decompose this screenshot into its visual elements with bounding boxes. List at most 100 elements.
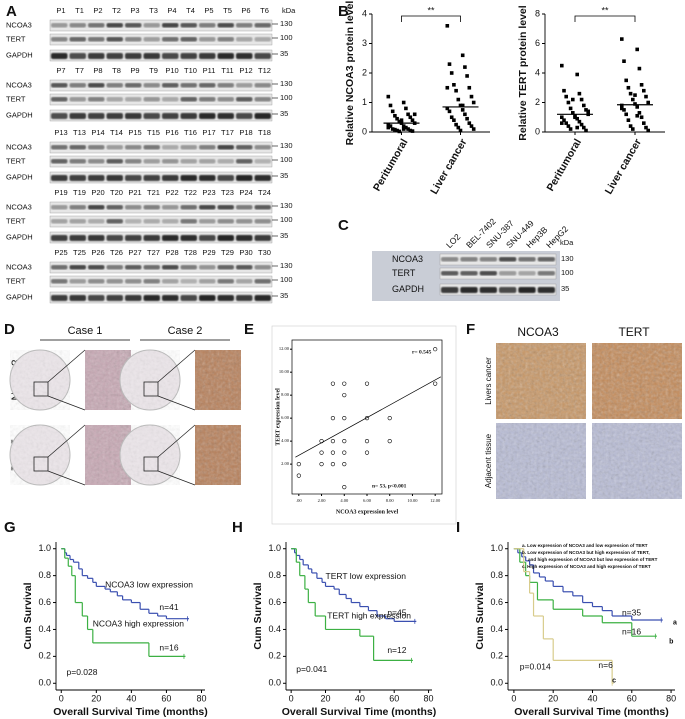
- blot-band: [180, 145, 197, 150]
- row-label: GAPDH: [392, 284, 424, 294]
- n-label: n=6: [598, 660, 613, 670]
- data-point: [620, 106, 624, 111]
- blot-band: [143, 205, 160, 210]
- data-point: [644, 94, 648, 99]
- blot-band: [143, 53, 160, 59]
- blot-band: [125, 145, 142, 150]
- data-point: [620, 103, 624, 108]
- data-point: [445, 24, 450, 28]
- data-point: [330, 462, 336, 467]
- lane-label: P25: [54, 248, 67, 257]
- data-point: [586, 109, 590, 114]
- blot-band: [217, 113, 234, 119]
- data-point: [577, 119, 582, 124]
- blot-band: [199, 97, 216, 102]
- data-point: [560, 63, 564, 68]
- x-tick-label: Liver cancer: [603, 137, 644, 197]
- row-label: GAPDH: [6, 232, 33, 241]
- marker-label: 100: [561, 268, 574, 277]
- blot-band: [180, 205, 197, 210]
- blot-band: [180, 23, 197, 28]
- blot-band: [217, 219, 234, 224]
- y-tick-label: 0.8: [38, 570, 51, 580]
- blot-band: [236, 205, 253, 210]
- blot-band: [254, 205, 271, 210]
- blot-band: [180, 37, 197, 42]
- data-point: [635, 47, 639, 52]
- data-point: [319, 462, 324, 467]
- data-point: [582, 125, 586, 130]
- series-label: TERT low expression: [326, 571, 407, 581]
- blot-band: [125, 53, 142, 59]
- x-tick-label: Peritumoral: [371, 137, 411, 194]
- row-label: TERT: [6, 156, 26, 165]
- blot-band: [88, 235, 105, 241]
- marker-label: 35: [280, 231, 288, 240]
- data-point: [564, 94, 568, 99]
- blot-band: [51, 175, 68, 181]
- data-point: [330, 450, 336, 455]
- blot-band: [236, 97, 253, 102]
- blot-band: [254, 219, 271, 224]
- blot-band: [199, 295, 216, 301]
- blot-band: [236, 219, 253, 224]
- blot-band: [254, 159, 271, 164]
- y-tick-label: 1.0: [490, 543, 503, 553]
- blot-band: [69, 219, 86, 224]
- blot-band: [199, 205, 216, 210]
- tissue-image-noise: [592, 343, 682, 419]
- data-point: [460, 103, 465, 108]
- data-point: [635, 105, 639, 109]
- data-point: [410, 129, 415, 133]
- row-label: NCOA3: [6, 262, 32, 271]
- n-label: n=45: [387, 608, 406, 618]
- data-point: [319, 450, 324, 455]
- blot-band: [254, 37, 271, 42]
- n-label: n=41: [159, 602, 178, 612]
- marker-label: 130: [280, 201, 293, 210]
- panel-label: G: [4, 519, 16, 536]
- panel-label: F: [466, 321, 475, 338]
- blot-band: [125, 205, 142, 210]
- lane-label: T24: [258, 188, 271, 197]
- blot-band: [236, 159, 253, 164]
- blot-band: [69, 113, 86, 119]
- y-tick-label: 4: [535, 67, 540, 77]
- data-point: [646, 128, 650, 133]
- y-tick-label: 6.00: [281, 415, 290, 420]
- lane-label: T23: [221, 188, 234, 197]
- blot-band: [88, 53, 105, 59]
- blot-band: [69, 295, 86, 301]
- y-axis-label: TERT expression level: [275, 388, 281, 446]
- n-label: n=35: [622, 608, 641, 618]
- data-point: [471, 127, 476, 131]
- blot-band: [479, 257, 497, 262]
- row-label: Livers cancer: [484, 357, 493, 405]
- lane-label: T2: [112, 6, 121, 15]
- blot-band: [51, 219, 68, 224]
- lane-label: T21: [147, 188, 160, 197]
- blot-band: [199, 265, 216, 270]
- blot-band: [51, 53, 68, 59]
- zoom-line: [47, 395, 86, 411]
- blot-band: [217, 97, 234, 102]
- marker-label: 130: [280, 79, 293, 88]
- lane-label: T16: [184, 128, 197, 137]
- y-tick-label: 0.4: [38, 624, 51, 634]
- lane-label: P2: [93, 6, 102, 15]
- marker-label: 35: [280, 291, 288, 300]
- lane-label: T11: [221, 66, 233, 75]
- data-point: [631, 97, 635, 102]
- row-label: NCOA3: [6, 80, 32, 89]
- y-tick-label: 4.00: [281, 438, 290, 443]
- y-tick-label: 12.00: [279, 346, 290, 351]
- row-label: Adjacent tissue: [484, 433, 493, 488]
- data-point: [635, 113, 639, 118]
- blot-band: [162, 219, 179, 224]
- blot-band: [236, 265, 253, 270]
- data-point: [364, 416, 370, 421]
- blot-band: [125, 37, 142, 42]
- data-point: [460, 108, 465, 112]
- blot-band: [162, 235, 179, 241]
- lane-label: P22: [165, 188, 178, 197]
